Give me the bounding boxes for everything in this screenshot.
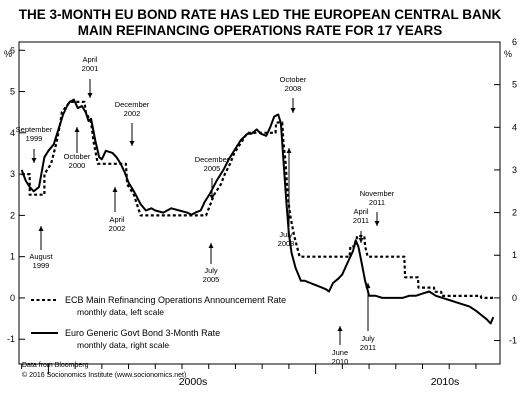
annotation-arrow-head [31, 158, 37, 163]
annotation-text: December [115, 100, 150, 109]
left-tick-label: 5 [10, 87, 15, 97]
annotation-text: 1999 [26, 134, 43, 143]
annotation-text: September [16, 125, 53, 134]
left-tick-label: 6 [10, 45, 15, 55]
left-tick-label: 4 [10, 128, 15, 138]
left-tick-label: 3 [10, 169, 15, 179]
annotation-arrow-head [290, 108, 296, 113]
right-tick-label: 4 [512, 122, 517, 132]
source-line-1: Data from Bloomberg [22, 362, 89, 369]
annotation-text: December [195, 155, 230, 164]
legend-sub-ecb: monthly data, left scale [77, 307, 164, 317]
annotation-text: 2011 [369, 198, 385, 207]
annotation-arrow-head [38, 226, 44, 231]
left-axis-ticks: 6 5 4 3 2 1 0 -1 [7, 45, 25, 344]
annotation-text: April [109, 215, 124, 224]
annotation-arrow-head [358, 238, 364, 243]
x-label-2010s: 2010s [431, 376, 460, 388]
annotation-text: 2011 [360, 343, 376, 352]
series-bond-3m-rate [20, 98, 495, 325]
annotation-text: November [360, 189, 395, 198]
left-tick-label: -1 [7, 334, 15, 344]
annotation-arrow-head [129, 141, 135, 146]
right-tick-label: -1 [509, 336, 517, 346]
annotation-arrow-head [286, 148, 292, 153]
annotation-text: 2002 [109, 224, 126, 233]
annotation-text: July [204, 266, 218, 275]
left-tick-label: 2 [10, 210, 15, 220]
annotation-arrow-head [87, 93, 93, 98]
annotation-arrow-head [74, 127, 80, 132]
annotation-text: 1999 [33, 261, 50, 270]
series-ecb-rate [21, 100, 495, 299]
right-tick-label: 5 [512, 80, 517, 90]
right-tick-label: 2 [512, 208, 517, 218]
right-tick-label: 1 [512, 250, 517, 260]
legend-label-ecb: ECB Main Refinancing Operations Announce… [65, 295, 286, 305]
plot-frame [18, 41, 501, 365]
source-note: Data from Bloomberg © 2016 Socionomics I… [22, 362, 186, 379]
annotation-text: April [82, 55, 97, 64]
annotation-text: July [361, 334, 375, 343]
right-axis-unit: % [504, 49, 512, 59]
legend-label-bond: Euro Generic Govt Bond 3-Month Rate [65, 328, 220, 338]
annotation-text: July [279, 230, 293, 239]
annotation-text: 2005 [204, 164, 221, 173]
annotation-text: August [29, 252, 53, 261]
left-axis-unit: % [4, 49, 12, 59]
right-tick-label: 6 [512, 37, 517, 47]
source-line-2: © 2016 Socionomics Institute (www.socion… [22, 371, 186, 379]
chart-title: THE 3-MONTH EU BOND RATE HAS LED THE EUR… [19, 7, 502, 38]
annotation-text: 2005 [203, 275, 220, 284]
right-axis-ticks: 6 5 4 3 2 1 0 -1 [494, 37, 517, 346]
x-axis-ticks [21, 364, 477, 374]
annotation-arrow-head [209, 195, 215, 200]
annotation-text: April [353, 207, 368, 216]
annotation-text: 2001 [82, 64, 99, 73]
right-tick-label: 3 [512, 165, 517, 175]
annotation-arrow-head [112, 187, 118, 192]
annotation-text: June [332, 348, 348, 357]
annotation-text: 2008 [278, 239, 295, 248]
annotation-text: 2002 [124, 109, 141, 118]
annotations-group: April2001September1999October2000Decembe… [16, 55, 395, 366]
x-label-2000s: 2000s [179, 376, 208, 388]
left-tick-label: 1 [10, 252, 15, 262]
annotation-text: October [280, 75, 307, 84]
annotation-arrow-head [208, 243, 214, 248]
annotation-text: 2010 [332, 357, 349, 366]
legend-sub-bond: monthly data, right scale [77, 340, 169, 350]
annotation-text: 2000 [69, 161, 86, 170]
title-line-2: MAIN REFINANCING OPERATIONS RATE FOR 17 … [78, 23, 443, 38]
right-tick-label: 0 [512, 293, 517, 303]
annotation-arrow-head [365, 283, 371, 288]
annotation-text: 2011 [353, 216, 369, 225]
annotation-text: October [64, 152, 91, 161]
annotation-text: 2008 [285, 84, 302, 93]
annotation-arrow-head [374, 221, 380, 226]
series-group [20, 98, 495, 325]
annotation-arrow-head [337, 326, 343, 331]
left-tick-label: 0 [10, 293, 15, 303]
title-line-1: THE 3-MONTH EU BOND RATE HAS LED THE EUR… [19, 7, 502, 22]
legend: ECB Main Refinancing Operations Announce… [31, 295, 286, 350]
